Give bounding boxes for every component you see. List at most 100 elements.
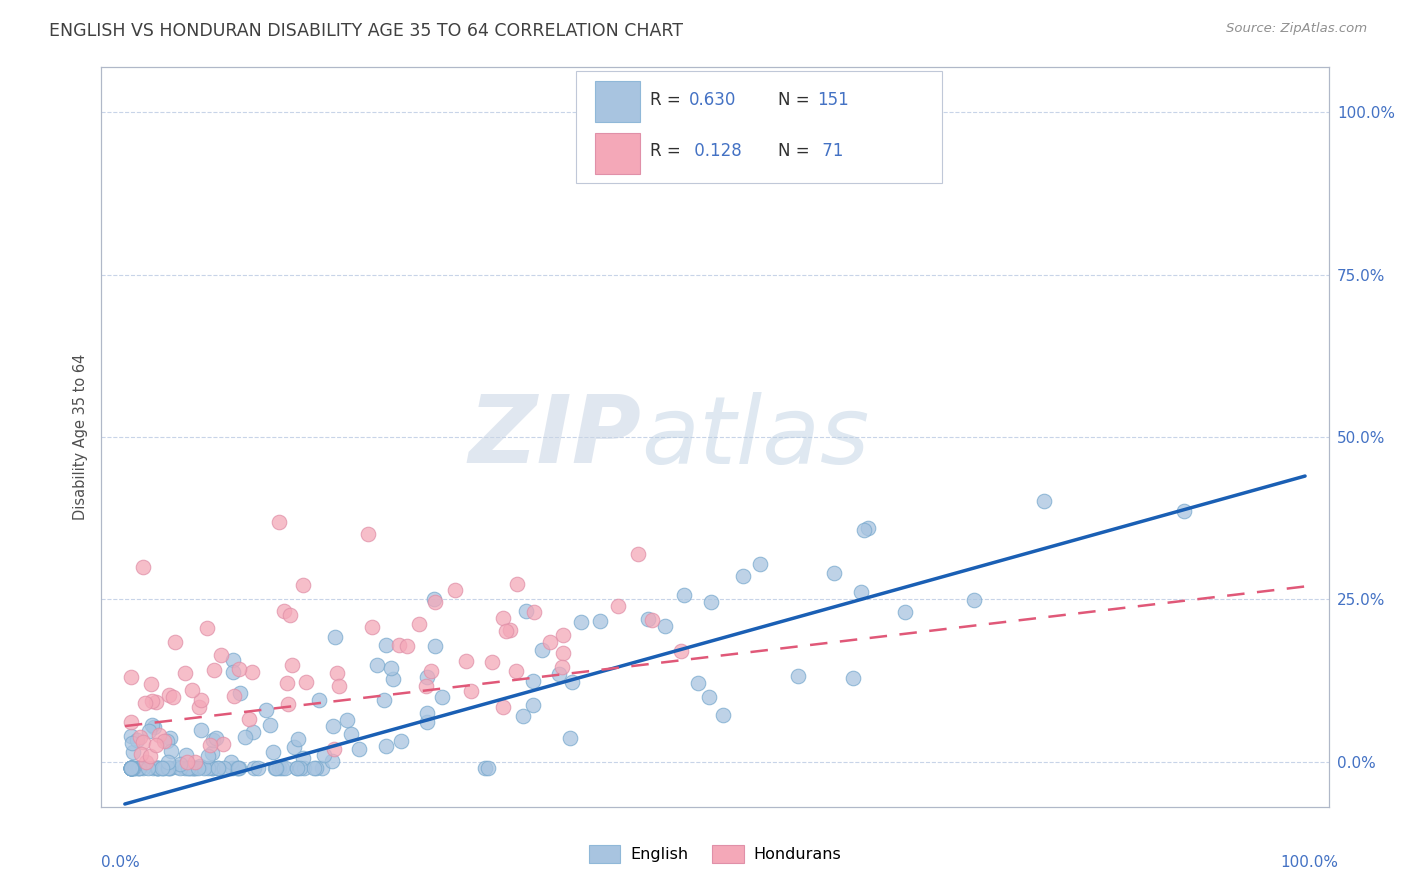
- Point: [697, 690, 720, 704]
- Point: [153, 734, 176, 748]
- Point: [259, 718, 281, 732]
- Point: [711, 707, 734, 722]
- Point: [156, 734, 179, 748]
- Point: [254, 703, 277, 717]
- Point: [153, 761, 176, 775]
- Point: [506, 576, 529, 591]
- Point: [135, 755, 157, 769]
- Text: N =: N =: [778, 143, 814, 161]
- Point: [1033, 493, 1056, 508]
- Point: [273, 604, 295, 618]
- Point: [373, 693, 395, 707]
- Point: [295, 674, 318, 689]
- Point: [201, 761, 224, 775]
- Text: Source: ZipAtlas.com: Source: ZipAtlas.com: [1226, 22, 1367, 36]
- Point: [305, 761, 328, 775]
- Point: [495, 624, 517, 639]
- Point: [228, 761, 250, 775]
- Text: ENGLISH VS HONDURAN DISABILITY AGE 35 TO 64 CORRELATION CHART: ENGLISH VS HONDURAN DISABILITY AGE 35 TO…: [49, 22, 683, 40]
- Point: [423, 592, 446, 607]
- Point: [492, 700, 515, 714]
- Point: [419, 665, 441, 679]
- Point: [311, 761, 333, 775]
- Point: [522, 698, 544, 712]
- Point: [157, 761, 180, 775]
- Point: [553, 646, 575, 660]
- Point: [146, 761, 169, 775]
- Point: [523, 605, 546, 619]
- Point: [183, 761, 205, 775]
- Point: [416, 670, 439, 684]
- Point: [242, 761, 264, 775]
- Point: [134, 696, 156, 710]
- Point: [181, 761, 204, 775]
- Point: [138, 761, 160, 775]
- Text: 100.0%: 100.0%: [1281, 855, 1339, 870]
- Point: [195, 621, 218, 635]
- Point: [242, 725, 264, 739]
- Point: [228, 662, 250, 676]
- Point: [304, 761, 326, 775]
- Point: [120, 761, 142, 775]
- Legend: English, Hondurans: English, Hondurans: [582, 838, 848, 870]
- Point: [408, 617, 430, 632]
- Point: [145, 761, 167, 775]
- Point: [247, 761, 270, 775]
- Point: [641, 613, 664, 627]
- Point: [222, 689, 245, 703]
- Point: [160, 744, 183, 758]
- Point: [138, 724, 160, 739]
- Point: [292, 751, 315, 765]
- Point: [187, 699, 209, 714]
- Point: [669, 644, 692, 658]
- Point: [120, 669, 142, 683]
- Point: [432, 690, 454, 704]
- Point: [201, 761, 224, 775]
- Point: [553, 628, 575, 642]
- Point: [139, 749, 162, 764]
- Point: [226, 761, 249, 775]
- Point: [177, 761, 200, 775]
- Point: [197, 748, 219, 763]
- Point: [127, 761, 149, 775]
- Text: 0.630: 0.630: [689, 91, 737, 109]
- Point: [267, 515, 290, 529]
- Point: [145, 695, 167, 709]
- Point: [129, 747, 152, 761]
- Point: [347, 741, 370, 756]
- Point: [274, 761, 297, 775]
- Point: [731, 569, 754, 583]
- Point: [540, 635, 562, 649]
- Point: [271, 761, 294, 775]
- Point: [150, 761, 173, 775]
- Point: [290, 761, 312, 775]
- Point: [157, 688, 180, 702]
- Point: [323, 631, 346, 645]
- Point: [132, 735, 155, 749]
- Point: [157, 756, 180, 770]
- Point: [122, 761, 145, 775]
- Point: [474, 761, 496, 775]
- Point: [322, 719, 344, 733]
- Point: [264, 761, 287, 775]
- Point: [477, 761, 499, 775]
- Point: [222, 665, 245, 680]
- Point: [627, 547, 650, 561]
- Point: [498, 623, 520, 637]
- Point: [588, 614, 610, 628]
- Point: [132, 560, 155, 574]
- Point: [209, 648, 232, 663]
- Point: [226, 761, 249, 775]
- Point: [853, 523, 876, 537]
- Point: [357, 527, 380, 541]
- Point: [491, 610, 513, 624]
- Point: [415, 679, 437, 693]
- Point: [120, 761, 142, 775]
- Point: [423, 595, 446, 609]
- Point: [177, 761, 200, 775]
- Point: [128, 761, 150, 775]
- Point: [375, 739, 398, 753]
- Point: [197, 761, 219, 775]
- Point: [180, 761, 202, 775]
- Point: [560, 731, 582, 746]
